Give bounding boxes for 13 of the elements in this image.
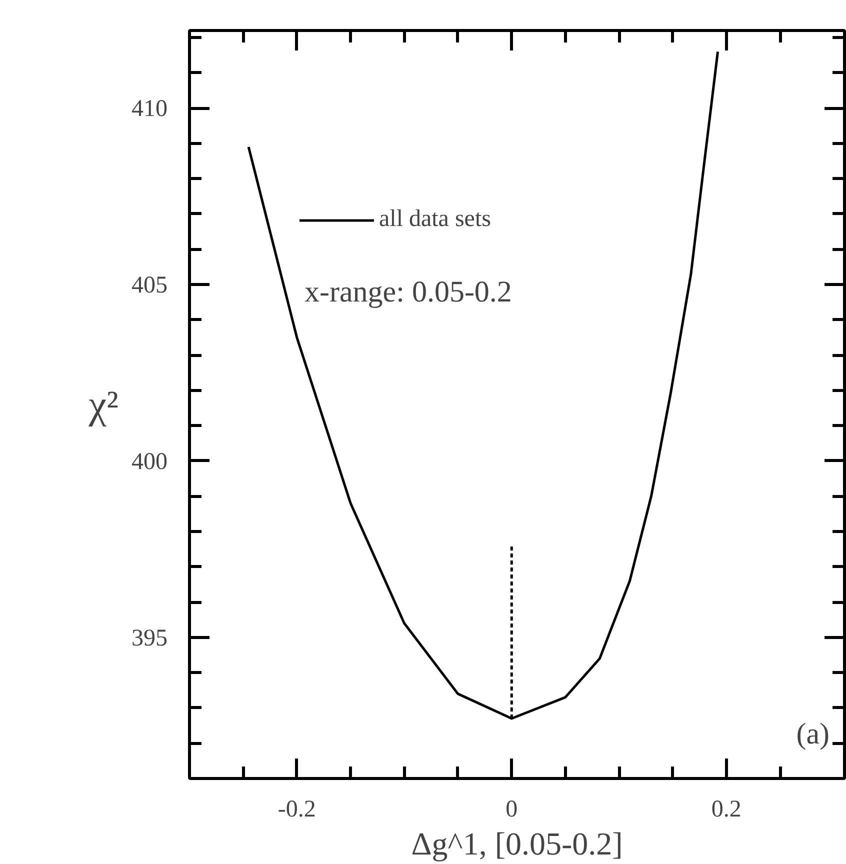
y-tick-label: 405 xyxy=(132,272,168,299)
x-tick-label: -0.2 xyxy=(278,796,316,822)
y-tick-label: 395 xyxy=(132,625,168,652)
x-tick-label: 0.2 xyxy=(711,796,742,822)
y-tick-label: 410 xyxy=(132,96,168,122)
y-tick-label: 400 xyxy=(132,448,168,475)
annotation: (a) xyxy=(796,718,830,750)
x-tick-label: 0 xyxy=(506,796,518,822)
x-axis-title: Δg^1, [0.05-0.2] xyxy=(411,826,623,862)
annotation: x-range: 0.05-0.2 xyxy=(304,276,512,308)
line-series xyxy=(247,50,720,720)
y-axis-title: χ² xyxy=(88,382,119,427)
legend-label: all data sets xyxy=(379,206,491,233)
